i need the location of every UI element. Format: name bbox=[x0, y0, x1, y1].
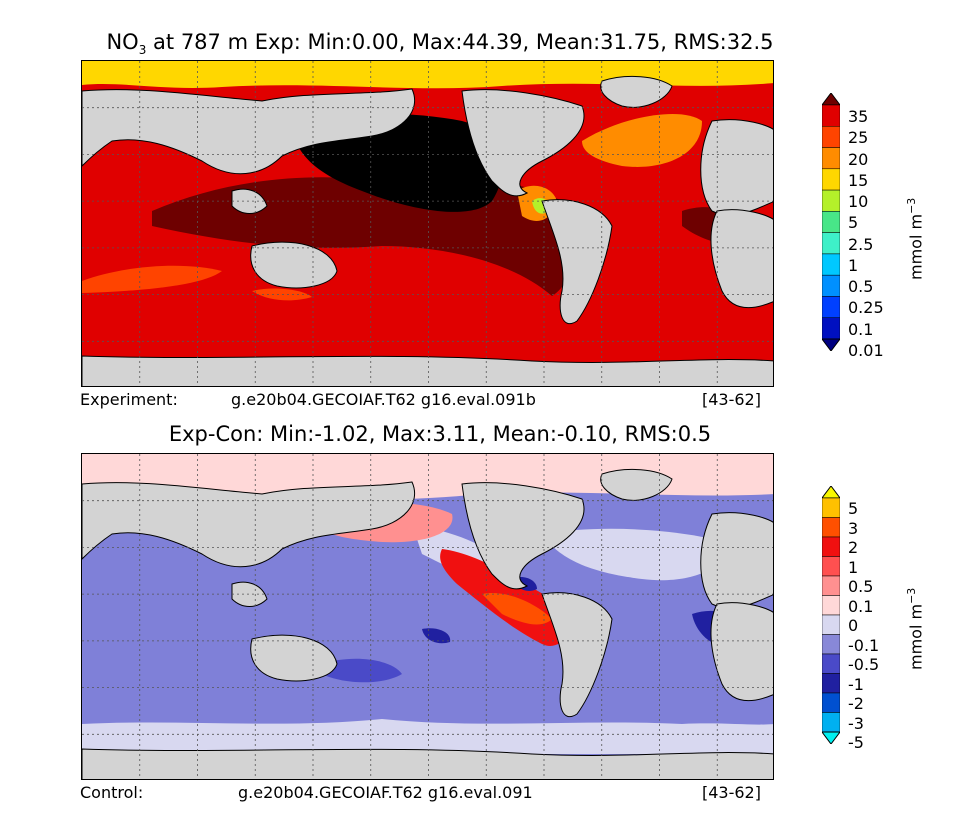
colorbar-swatch bbox=[821, 296, 841, 318]
top-footer-label: Experiment: bbox=[80, 390, 178, 409]
colorbar-tick-label: 0.25 bbox=[848, 298, 884, 318]
top-colorbar-units: mmol m−3 bbox=[905, 197, 926, 280]
south-pacific-dark bbox=[322, 658, 402, 683]
southeast-asia bbox=[231, 188, 268, 214]
bottom-map bbox=[81, 453, 774, 780]
australia bbox=[250, 634, 338, 682]
colorbar-tick-label: 5 bbox=[848, 499, 859, 518]
bottom-colorbar bbox=[821, 485, 841, 745]
top-footer-case: g.e20b04.GECOIAF.T62 g16.eval.091b bbox=[231, 390, 536, 409]
colorbar-swatch bbox=[821, 211, 841, 233]
eurasia bbox=[82, 481, 416, 568]
colorbar-extend-max bbox=[821, 485, 841, 499]
colorbar-swatch bbox=[821, 653, 841, 674]
colorbar-tick-label: 1 bbox=[848, 255, 859, 275]
colorbar-swatch bbox=[821, 556, 841, 577]
bottom-colorbar-units: mmol m−3 bbox=[905, 587, 926, 670]
north-atlantic-orange bbox=[582, 113, 702, 167]
colorbar-tick-label: -0.5 bbox=[848, 655, 880, 674]
colorbar-swatch bbox=[821, 517, 841, 538]
colorbar-swatch bbox=[821, 253, 841, 276]
colorbar-swatch bbox=[821, 595, 841, 616]
colorbar-tick-label: -1 bbox=[848, 674, 864, 694]
colorbar-swatch bbox=[821, 317, 841, 340]
southern-light-band bbox=[82, 719, 773, 754]
southeast-asia bbox=[231, 581, 268, 607]
colorbar-swatch bbox=[821, 692, 841, 713]
bottom-footer-label: Control: bbox=[80, 783, 144, 802]
colorbar-tick-label: 0.1 bbox=[848, 319, 874, 339]
bottom-panel-title: Exp-Con: Min:-1.02, Max:3.11, Mean:-0.10… bbox=[168, 422, 712, 446]
top-panel-title: NO3 at 787 m Exp: Min:0.00, Max:44.39, M… bbox=[106, 30, 774, 58]
colorbar-tick-label: 0.1 bbox=[848, 596, 874, 616]
colorbar-swatch bbox=[821, 712, 841, 733]
arctic-pale bbox=[82, 454, 773, 503]
africa bbox=[710, 602, 773, 702]
africa bbox=[710, 209, 773, 309]
colorbar-swatch bbox=[821, 673, 841, 694]
colorbar-swatch bbox=[821, 168, 841, 191]
top-map-svg bbox=[82, 61, 773, 386]
colorbar-tick-label: 20 bbox=[848, 149, 869, 169]
top-graticule bbox=[82, 61, 773, 386]
colorbar-extend-min bbox=[821, 731, 841, 745]
south-america bbox=[541, 199, 613, 324]
greenland bbox=[600, 76, 673, 108]
bottom-map-svg bbox=[82, 454, 773, 779]
colorbar-swatch bbox=[821, 126, 841, 148]
colorbar-tick-label: 1 bbox=[848, 557, 859, 577]
colorbar-tick-label: 2.5 bbox=[848, 234, 874, 254]
colorbar-tick-label: -3 bbox=[848, 713, 864, 733]
colorbar-swatch bbox=[821, 104, 841, 127]
bottom-footer-case: g.e20b04.GECOIAF.T62 g16.eval.091 bbox=[238, 783, 533, 802]
colorbar-tick-label: 0 bbox=[848, 616, 859, 635]
colorbar-swatch bbox=[821, 147, 841, 170]
southern-indian-orange bbox=[82, 265, 222, 293]
top-map bbox=[81, 60, 774, 387]
colorbar-tick-label: 10 bbox=[848, 192, 869, 212]
colorbar-tick-label: 3 bbox=[848, 518, 859, 538]
colorbar-swatch bbox=[821, 634, 841, 655]
colorbar-tick-label: 0.01 bbox=[848, 341, 884, 360]
colorbar-extend-max bbox=[821, 92, 841, 106]
arctic-region bbox=[82, 61, 773, 89]
colorbar-tick-label: 2 bbox=[848, 538, 859, 557]
colorbar-swatch bbox=[821, 575, 841, 596]
colorbar-swatch bbox=[821, 232, 841, 255]
colorbar-tick-label: 15 bbox=[848, 170, 869, 190]
colorbar-swatch bbox=[821, 497, 841, 518]
top-footer-years: [43-62] bbox=[702, 390, 761, 409]
antarctica bbox=[82, 355, 773, 386]
colorbar-extend-min bbox=[821, 338, 841, 352]
colorbar-tick-label: 0.5 bbox=[848, 277, 874, 297]
australia bbox=[250, 241, 338, 289]
eastern-pacific-orange bbox=[482, 593, 552, 625]
bottom-graticule bbox=[82, 454, 773, 779]
colorbar-tick-label: -0.1 bbox=[848, 635, 880, 655]
pacific-dark-spot bbox=[422, 628, 451, 644]
colorbar-tick-label: 0.5 bbox=[848, 577, 874, 596]
colorbar-swatch bbox=[821, 536, 841, 557]
bottom-footer-years: [43-62] bbox=[702, 783, 761, 802]
colorbar-tick-label: 35 bbox=[848, 107, 869, 126]
colorbar-tick-label: 5 bbox=[848, 213, 859, 233]
antarctica bbox=[82, 748, 773, 779]
colorbar-swatch bbox=[821, 614, 841, 635]
north-atlantic-light bbox=[542, 528, 732, 581]
colorbar-tick-label: 25 bbox=[848, 128, 869, 148]
colorbar-tick-label: -5 bbox=[848, 733, 864, 752]
south-america bbox=[541, 592, 613, 717]
top-colorbar bbox=[821, 92, 841, 352]
colorbar-swatch bbox=[821, 189, 841, 212]
colorbar-swatch bbox=[821, 274, 841, 297]
eurasia bbox=[82, 88, 416, 175]
colorbar-tick-label: -2 bbox=[848, 694, 864, 713]
bottom-land bbox=[82, 469, 773, 779]
top-land bbox=[82, 76, 773, 386]
greenland bbox=[600, 469, 673, 501]
